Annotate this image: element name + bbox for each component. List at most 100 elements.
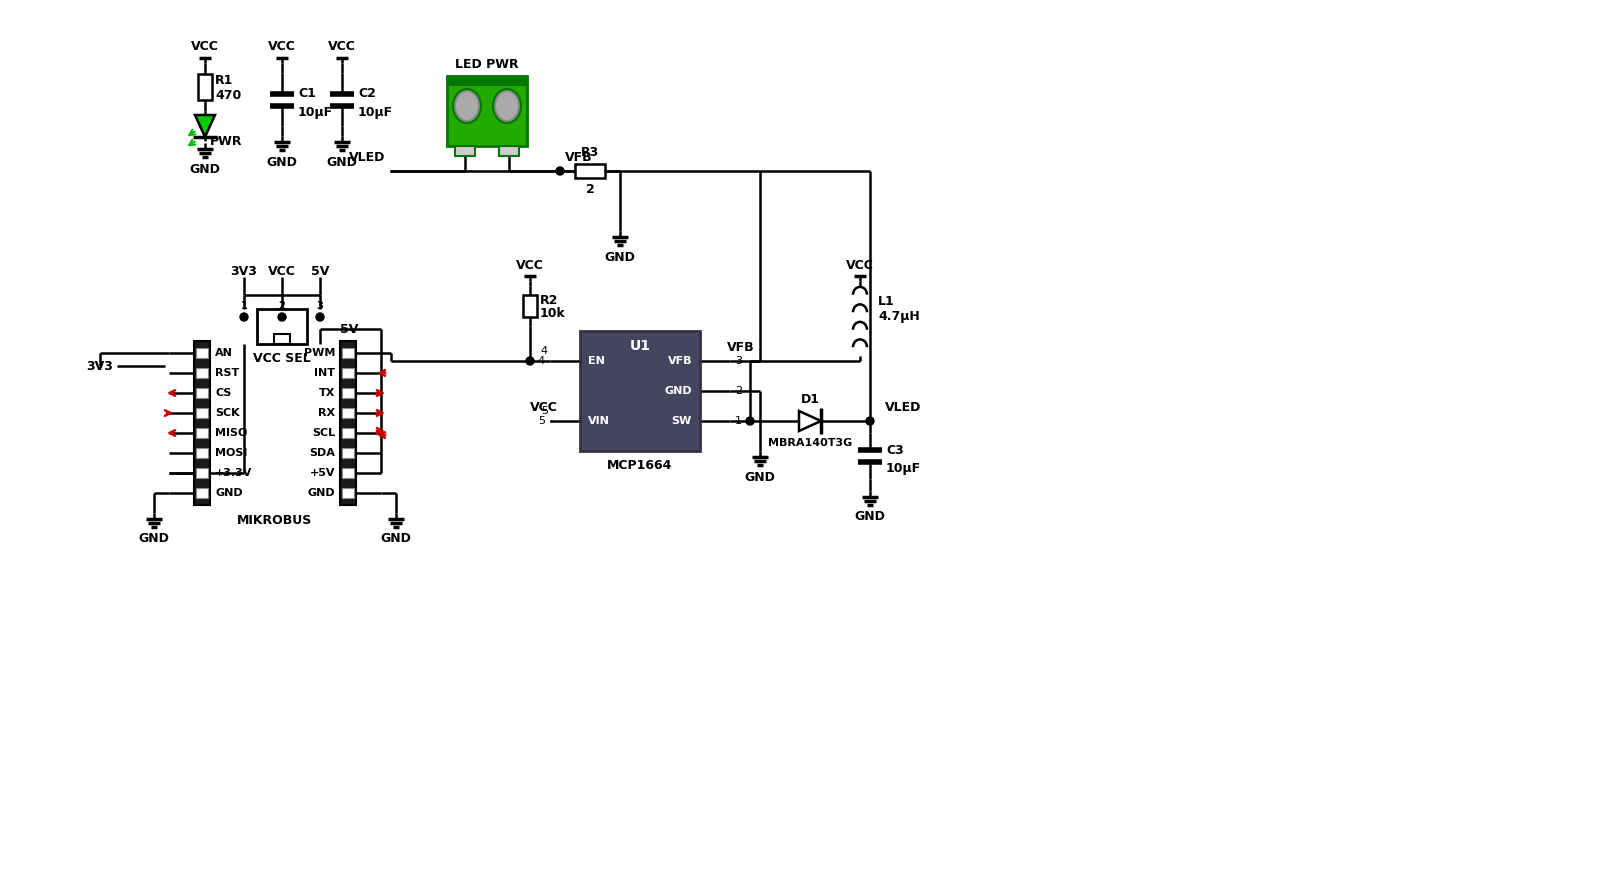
Text: 470: 470 <box>214 89 241 102</box>
Bar <box>499 146 520 156</box>
Text: 4.7μH: 4.7μH <box>878 309 919 322</box>
Text: 5: 5 <box>540 406 548 416</box>
Text: U1: U1 <box>630 339 651 353</box>
Text: CS: CS <box>214 388 232 398</box>
Bar <box>257 309 307 344</box>
Text: 1: 1 <box>240 301 248 311</box>
Bar <box>193 341 209 505</box>
Text: VIN: VIN <box>588 416 609 426</box>
Text: R2: R2 <box>540 294 558 307</box>
Text: +3.3V: +3.3V <box>214 468 253 478</box>
Ellipse shape <box>456 92 478 120</box>
Text: EN: EN <box>588 356 604 366</box>
Text: D1: D1 <box>801 393 820 406</box>
Bar <box>448 76 528 146</box>
Text: 1: 1 <box>736 416 742 426</box>
Text: +5V: +5V <box>310 468 336 478</box>
Polygon shape <box>195 115 214 137</box>
Circle shape <box>747 417 755 425</box>
Text: 10μF: 10μF <box>886 462 921 475</box>
Text: 10k: 10k <box>540 307 566 320</box>
Bar <box>197 368 208 378</box>
Text: VCC: VCC <box>269 265 296 278</box>
Text: MIKROBUS: MIKROBUS <box>237 515 313 528</box>
Text: L1: L1 <box>878 294 895 307</box>
Text: C2: C2 <box>358 87 376 100</box>
Ellipse shape <box>492 89 521 123</box>
Ellipse shape <box>496 92 518 120</box>
Text: 3: 3 <box>736 356 742 366</box>
Circle shape <box>278 313 286 321</box>
Bar <box>580 331 700 451</box>
Bar <box>523 295 537 317</box>
Text: PWR: PWR <box>209 134 243 147</box>
Text: 5V: 5V <box>341 322 358 335</box>
Circle shape <box>317 313 325 321</box>
Text: 10μF: 10μF <box>297 105 333 118</box>
Text: GND: GND <box>139 532 169 545</box>
Text: 10μF: 10μF <box>358 105 393 118</box>
Bar <box>197 428 208 438</box>
Bar <box>342 368 353 378</box>
Text: VCC: VCC <box>190 39 219 52</box>
Text: RX: RX <box>318 408 336 418</box>
Text: INT: INT <box>313 368 336 378</box>
Text: MBRA140T3G: MBRA140T3G <box>768 438 852 448</box>
Bar <box>342 448 353 458</box>
Text: C1: C1 <box>297 87 317 100</box>
Text: SCK: SCK <box>214 408 240 418</box>
Text: 4: 4 <box>537 356 545 366</box>
Text: LED PWR: LED PWR <box>456 57 518 71</box>
Circle shape <box>556 167 564 175</box>
Bar <box>198 74 213 100</box>
Text: 5V: 5V <box>310 265 329 278</box>
Text: VCC SEL: VCC SEL <box>253 352 310 364</box>
Circle shape <box>526 357 534 365</box>
Bar <box>342 348 353 358</box>
Bar <box>197 348 208 358</box>
Bar <box>342 488 353 498</box>
Text: GND: GND <box>307 488 336 498</box>
Text: VCC: VCC <box>516 259 544 272</box>
Text: GND: GND <box>214 488 243 498</box>
Text: VCC: VCC <box>846 259 875 272</box>
Text: VFB: VFB <box>667 356 692 366</box>
Text: 3V3: 3V3 <box>230 265 257 278</box>
Bar <box>197 388 208 398</box>
Text: R3: R3 <box>580 146 600 159</box>
Text: VFB: VFB <box>564 151 593 164</box>
Bar <box>342 408 353 418</box>
Bar <box>341 341 357 505</box>
Bar <box>273 334 289 344</box>
Text: VFB: VFB <box>728 341 755 354</box>
Bar <box>197 468 208 478</box>
Text: VCC: VCC <box>328 39 357 52</box>
Text: GND: GND <box>190 163 221 175</box>
Text: R1: R1 <box>214 74 233 87</box>
Bar <box>197 448 208 458</box>
Bar <box>456 146 475 156</box>
Bar <box>576 164 604 178</box>
Text: 3: 3 <box>317 301 323 311</box>
Circle shape <box>240 313 248 321</box>
Circle shape <box>867 417 875 425</box>
Polygon shape <box>800 411 820 431</box>
Bar <box>197 488 208 498</box>
Bar <box>448 76 528 86</box>
Text: GND: GND <box>604 251 635 264</box>
Text: TX: TX <box>318 388 336 398</box>
Text: SW: SW <box>672 416 692 426</box>
Text: 5: 5 <box>537 416 545 426</box>
Text: VCC: VCC <box>269 39 296 52</box>
Text: GND: GND <box>854 510 886 523</box>
Text: 2: 2 <box>278 301 285 311</box>
Text: MOSI: MOSI <box>214 448 248 458</box>
Text: GND: GND <box>745 470 776 483</box>
Text: GND: GND <box>664 386 692 396</box>
Text: VLED: VLED <box>884 401 921 414</box>
Bar <box>342 468 353 478</box>
Text: 4: 4 <box>540 346 548 356</box>
Ellipse shape <box>453 89 481 123</box>
Text: GND: GND <box>267 156 297 168</box>
Text: VLED: VLED <box>349 151 385 164</box>
